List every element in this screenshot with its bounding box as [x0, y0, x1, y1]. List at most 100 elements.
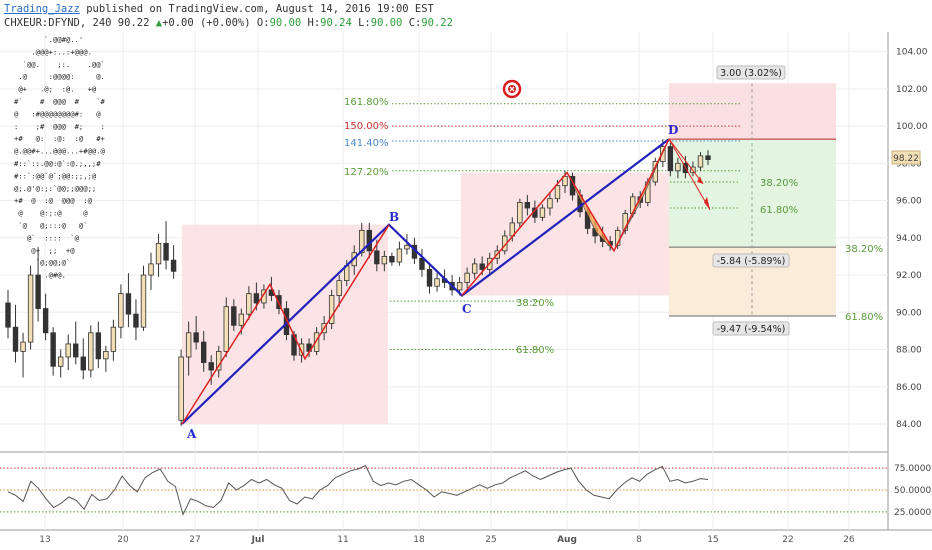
candle-body [223, 306, 229, 352]
candle-body [5, 302, 11, 328]
candle-body [517, 202, 523, 224]
ascii-art-line: #::`:@@`@`;@@:;;,;@ [14, 171, 97, 180]
candle-body [359, 229, 365, 254]
candle-body [200, 341, 207, 363]
candle-body [434, 278, 440, 287]
y-tick-label: 94.00 [896, 234, 922, 244]
ascii-art-line: +# @: :@: :@ #+ [14, 134, 106, 143]
ascii-art-line: #::`::.@@:@`:@.;,,;# [14, 159, 101, 168]
candle-body [547, 198, 553, 209]
candle-body [554, 185, 561, 200]
rsi-tick-label: 25.0000 [894, 508, 931, 518]
point-d-label: D [668, 123, 678, 137]
rsi-tick-label: 75.0000 [894, 464, 931, 474]
x-tick-label: 27 [189, 535, 200, 545]
measure-down1-box [712, 253, 790, 268]
low-value: 90.00 [370, 17, 403, 29]
candle-body [404, 244, 410, 250]
ascii-art-line: @;.@'@:;:`@@;;@@@;; [14, 184, 96, 193]
candle-body [705, 155, 711, 160]
arrow-head-1 [697, 176, 703, 184]
candle-body [35, 274, 41, 309]
candle-body [366, 229, 372, 252]
ascii-art-line: .@#@. [14, 271, 66, 280]
y-tick-label: 88.00 [896, 346, 922, 356]
candle-body [456, 282, 463, 291]
ascii-art-line: : ;# @@@ #; : [14, 122, 105, 131]
ascii-art-line: +# @ :@ @@@ :@ [14, 196, 93, 205]
measure-down2-tag: -9.47 (-9.54%) [717, 324, 786, 335]
ab-leg-line [181, 224, 390, 425]
candle-body [140, 274, 147, 328]
ascii-art-line: `.@@#@..' [14, 35, 83, 44]
last-price-badge [891, 150, 921, 165]
x-tick-label: 13 [39, 535, 50, 545]
last-price-badge-text: 98.22 [893, 154, 919, 164]
fib-150-label: 150.00% [344, 121, 389, 132]
candle-body [163, 242, 169, 261]
published-text: published on TradingView.com, August 14,… [86, 3, 434, 15]
fib-d-618-label: 61.80% [760, 205, 798, 216]
author-link[interactable]: Trading_Jazz [4, 3, 80, 15]
candle-body [479, 263, 485, 270]
candle-body [118, 293, 124, 328]
symbol-text: CHXEUR:DFYND, 240 [4, 17, 112, 29]
candle-body [389, 256, 395, 263]
candle-body [464, 272, 470, 283]
y-tick-label: 104.00 [896, 48, 928, 58]
x-tick-label: 8 [636, 535, 642, 545]
open-value: 90.00 [269, 17, 302, 29]
ascii-art-line: @ @:;:@ @ [14, 209, 88, 218]
candle-body [697, 155, 704, 168]
x-tick-label: 11 [337, 535, 348, 545]
x-tick-label: 22 [782, 535, 793, 545]
candle-body [57, 356, 64, 367]
point-a-label: A [186, 427, 197, 441]
candle-body [27, 274, 34, 343]
candle-body [374, 250, 380, 265]
candle-body [471, 263, 478, 274]
x-tick-label: 25 [485, 535, 496, 545]
x-tick-label: 26 [843, 535, 855, 545]
candle-body [95, 332, 102, 360]
candle-body [20, 341, 26, 352]
header-line-1: Trading_Jazz published on TradingView.co… [4, 2, 453, 16]
candle-body [80, 356, 86, 371]
candle-body [50, 332, 56, 367]
close-value: 90.22 [421, 17, 453, 29]
ascii-art-line: .@@@+:..:+@@@. [14, 47, 92, 56]
candle-body [133, 313, 139, 328]
zone-382-label: 38.20% [845, 244, 883, 255]
candle-body [313, 332, 320, 352]
candle-body [73, 343, 79, 358]
measure-up-tag: 3.00 (3.02%) [720, 68, 782, 79]
candle-body [88, 332, 94, 371]
candle-body [193, 332, 199, 343]
fib-161-label: 161.80% [344, 97, 389, 108]
candle-body [667, 146, 674, 172]
close-marker-icon[interactable] [502, 79, 522, 99]
x-tick-label: Aug [557, 535, 577, 545]
ascii-art-line: `@ @;:::@ @` [14, 221, 88, 230]
last-price: 90.22 [117, 17, 150, 29]
candle-body [298, 343, 305, 356]
ascii-art-line: `@;@@;@` [14, 258, 70, 267]
candle-body [524, 202, 531, 209]
candle-body [12, 326, 19, 352]
fib-bc-382-label: 38.20% [516, 298, 554, 309]
fib-141-label: 141.40% [344, 138, 389, 149]
candle-body [155, 242, 162, 265]
x-tick-label: 18 [413, 535, 425, 545]
candle-body [253, 293, 260, 304]
change-text: +0.00 (+0.00%) [162, 17, 251, 29]
measure-down1-tag: -5.84 (-5.89%) [717, 256, 786, 267]
candle-body [103, 350, 109, 360]
close-label: C: [408, 17, 422, 29]
open-label: O: [256, 17, 270, 29]
candle-body [539, 207, 546, 218]
candle-body [238, 313, 245, 326]
projection-arrow-2 [668, 138, 711, 211]
ascii-art-line: `@@. ;:. .@@` [14, 60, 105, 69]
chart-header: Trading_Jazz published on TradingView.co… [4, 2, 453, 30]
